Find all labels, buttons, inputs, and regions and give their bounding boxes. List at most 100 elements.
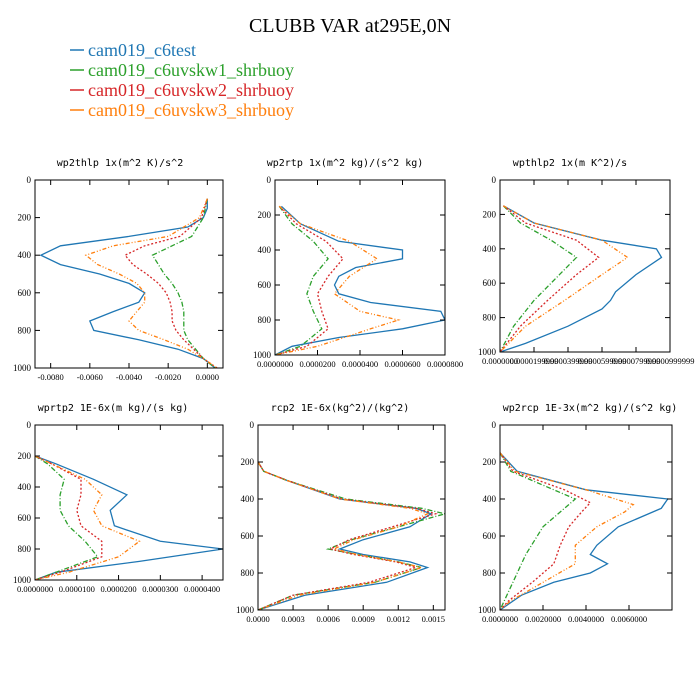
x-tick-label: 0.0003 [281,614,304,624]
x-tick-label: -0.0060 [77,372,103,382]
y-tick-label: 0 [492,420,497,430]
series-line [35,455,141,580]
y-tick-label: 400 [258,245,272,255]
y-tick-label: 200 [483,457,497,467]
series-line [258,461,445,610]
y-tick-label: 600 [241,531,255,541]
series-line [500,452,635,610]
chart-panel: rcp2 1E-6x(kg^2)/(kg^2) 0 200 400 600 800 1000… [236,403,446,624]
x-tick-label: 0.0000000 [482,614,518,624]
series-line [84,198,218,368]
series-line [275,205,344,355]
y-tick-label: 1000 [478,605,497,615]
x-tick-label: 0.0000 [246,614,269,624]
chart-panel: wpthlp2 1x(m K^2)/s020040060080010000.00… [478,158,694,366]
x-tick-label: 0.0020000 [525,614,561,624]
y-tick-label: 600 [483,531,497,541]
y-tick-label: 1000 [13,575,32,585]
chart-panel: wp2rcp 1E-3x(m^2 kg)/(s^2 kg) 0 200 400 600 8… [478,403,677,624]
legend-entry: cam019_c6uvskw1_shrbuoy [70,60,294,80]
y-tick-label: 1000 [478,347,497,357]
y-tick-label: 400 [483,244,497,254]
series-line [500,452,592,610]
x-tick-label: 0.0000000 [17,584,53,594]
y-tick-label: 1000 [253,350,272,360]
series-line [500,205,600,352]
panel-title: rcp2 1E-6x(kg^2)/(kg^2) [271,403,409,414]
y-tick-label: 200 [483,209,497,219]
plot-frame [499,179,671,353]
x-tick-label: 0.0000399999 [544,356,593,366]
y-tick-label: 0 [492,175,497,185]
series-line [258,461,430,610]
panel-title: wp2thlp 1x(m^2 K)/s^2 [57,158,183,169]
series-line [275,205,401,355]
plot-frame [274,179,446,356]
y-tick-label: 400 [18,482,32,492]
x-tick-label: 0.0006 [316,614,339,624]
x-tick-label: 0.0000800 [427,359,463,369]
series-line [500,452,669,610]
x-tick-label: 0.0000999999 [646,356,695,366]
y-tick-label: 400 [18,250,32,260]
series-line [151,198,216,368]
series-line [500,205,663,352]
y-tick-label: 800 [18,544,32,554]
legend-entry: cam019_c6uvskw3_shrbuoy [70,100,294,120]
x-tick-label: 0.0000400 [184,584,220,594]
series-line [35,455,103,580]
y-tick-label: 200 [258,210,272,220]
y-tick-label: 600 [483,278,497,288]
series-line [258,461,438,610]
series-group [35,455,223,580]
x-tick-label: 0.0060000 [611,614,647,624]
series-line [500,205,629,352]
x-tick-label: 0.0000200 [100,584,136,594]
x-tick-label: 0.0000799999 [612,356,661,366]
y-tick-label: 0 [27,175,32,185]
series-line [500,452,577,610]
y-tick-label: 400 [241,494,255,504]
series-line [124,198,218,368]
x-tick-label: 0.0000200 [299,359,335,369]
y-tick-label: 200 [18,213,32,223]
y-tick-label: 800 [483,313,497,323]
y-tick-label: 400 [483,494,497,504]
panel-grid: wp2thlp 1x(m^2 K)/s^2 0 200 400 600 800 1000 -0… [13,158,694,624]
panel-title: wp2rtp 1x(m^2 kg)/(s^2 kg) [267,158,424,169]
legend-label: cam019_c6test [88,40,196,60]
legend-entry: cam019_c6test [70,40,196,60]
x-tick-label: 0.0015 [422,614,445,624]
y-tick-label: 200 [241,457,255,467]
plot-frame [257,424,446,611]
y-tick-label: 0 [27,420,32,430]
x-tick-label: 0.0012 [387,614,410,624]
y-tick-label: 600 [18,513,32,523]
y-tick-label: 1000 [13,363,32,373]
legend-label: cam019_c6uvskw3_shrbuoy [88,100,294,120]
series-group [275,205,445,355]
y-tick-label: 800 [241,568,255,578]
x-tick-label: 0.0000300 [142,584,178,594]
plot-frame [499,424,673,611]
chart-panel: wp2rtp 1x(m^2 kg)/(s^2 kg) 0 200 400 600 800 1… [253,158,463,369]
series-line [275,205,445,355]
x-tick-label: -0.0080 [38,372,64,382]
chart-panel: wp2thlp 1x(m^2 K)/s^2 0 200 400 600 800 1000 -0… [13,158,224,382]
y-tick-label: 0 [250,420,255,430]
x-tick-label: -0.0040 [116,372,142,382]
x-tick-label: 0.0000000 [482,356,518,366]
series-group [500,452,669,610]
y-tick-label: 800 [258,315,272,325]
x-tick-label: 0.0000199999 [510,356,559,366]
legend-label: cam019_c6uvskw1_shrbuoy [88,60,294,80]
series-group [39,198,218,368]
y-tick-label: 200 [18,451,32,461]
x-tick-label: 0.0000100 [59,584,95,594]
chart-panel: wprtp2 1E-6x(m kg)/(s kg) 0 200 400 600 800 10… [13,403,224,594]
plot-frame [34,179,224,369]
x-tick-label: 0.0000 [196,372,219,382]
series-line [500,205,578,352]
x-tick-label: 0.0000599999 [578,356,627,366]
